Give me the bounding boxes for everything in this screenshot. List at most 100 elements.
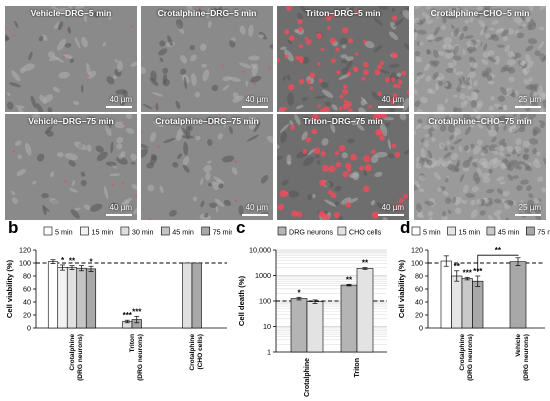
micrograph-title: Crotalphine–DRG–75 min [155, 116, 259, 126]
legend-swatch [277, 226, 287, 236]
significance-bracket [477, 254, 519, 272]
micrograph-panel: Crotalphine–DRG–75 min 40 µm [141, 114, 273, 220]
chart-c: DRG neurons CHO cells 1 10 100 1000 10,000 Cell… [237, 226, 387, 397]
legend-item: 15 min [80, 226, 114, 236]
legend-label: 45 min [172, 227, 194, 236]
panel-label-b: b [8, 218, 19, 237]
bar [57, 267, 68, 329]
bar [182, 262, 193, 329]
bar [47, 261, 59, 329]
bar [306, 301, 324, 353]
legend-swatch [526, 226, 535, 236]
x-category-label: Triton [354, 358, 361, 377]
legend-item: 75 min [201, 226, 232, 236]
micrograph-image [277, 114, 409, 220]
significance-label: *** [463, 268, 473, 277]
y-tick-label: 120 [411, 246, 423, 255]
legend-item: 15 min [447, 226, 480, 236]
legend-item: CHO cells [337, 226, 382, 236]
x-category-label: Crotalphine(CHO cells) [189, 334, 204, 371]
significance-label: ** [495, 246, 502, 255]
micrograph-image [414, 114, 546, 220]
bar [461, 278, 473, 329]
x-category-line: (DRG neurons) [77, 334, 84, 381]
y-tick-label: 100 [19, 259, 31, 268]
micrograph-image [141, 6, 273, 112]
legend-label: 45 min [498, 227, 520, 236]
y-tick-label: 0 [419, 324, 423, 333]
y-tick-label: 80 [415, 272, 423, 281]
y-axis-label: Cell viability (%) [5, 259, 14, 318]
y-tick-label: 100 [259, 297, 271, 306]
y-tick-label: 10,000 [249, 246, 271, 255]
y-tick-label: 80 [23, 272, 31, 281]
y-tick-label: 120 [19, 246, 31, 255]
significance-label: ** [362, 259, 369, 268]
chart-d: 5 min 15 min 45 min 75 min 0 20 40 60 80 100 120 Ce… [397, 226, 550, 381]
scale-bar-label: 40 µm [245, 95, 268, 104]
micrograph-panel: Vehicle–DRG–75 min 40 µm [5, 114, 137, 220]
legend-label: 5 min [423, 227, 441, 236]
micrograph-image [141, 114, 273, 220]
legend-swatch [161, 226, 170, 236]
legend-label: 75 min [213, 227, 232, 236]
x-category-line: Triton [129, 334, 136, 352]
micrograph-panel: Triton–DRG–75 min 40 µm [277, 114, 409, 220]
legend-item: 75 min [526, 226, 550, 236]
scale-bar-label: 25 µm [518, 95, 541, 104]
x-category-label: Crotalphine(DRG neurons) [459, 334, 474, 381]
x-category-line: (DRG neurons) [467, 334, 474, 381]
scale-bar [106, 214, 132, 216]
legend-swatch [201, 226, 210, 236]
legend-label: 30 min [132, 227, 154, 236]
significance-label: * [89, 257, 93, 266]
scale-bar [106, 106, 132, 108]
y-tick-label: 10 [263, 322, 271, 331]
bar [85, 268, 97, 329]
chart-b: 5 min 15 min 30 min 45 min 75 min 0 20 40 60 80 10… [5, 226, 232, 381]
legend-swatch [337, 226, 347, 236]
micrograph-title: Crotalphine–CHO–75 min [428, 116, 532, 126]
micrograph-panel: Crotalphine–DRG–5 min 40 µm [141, 6, 273, 112]
scale-bar [378, 106, 404, 108]
significance-label: * [297, 288, 301, 297]
micrograph-title: Triton–DRG–75 min [303, 116, 383, 126]
y-axis-label: Cell viability (%) [397, 259, 406, 318]
x-category-line: Crotalphine [69, 334, 76, 371]
micrograph-panel: Crotalphine–CHO–75 min 25 µm [414, 114, 546, 220]
legend-item: 30 min [120, 226, 154, 236]
x-category-line: (DRG neurons) [523, 334, 530, 381]
x-category-label: Crotalphine(DRG neurons) [69, 334, 84, 381]
legend-item: 45 min [161, 226, 194, 236]
significance-label: *** [123, 311, 133, 320]
x-category-label: Vehicle(DRG neurons) [515, 334, 530, 381]
panel-label-c: c [236, 218, 246, 237]
x-category-line: (DRG neurons) [137, 334, 144, 381]
micrograph-image [414, 6, 546, 112]
bar [191, 262, 202, 329]
scale-bar [515, 214, 541, 216]
significance-label: *** [132, 307, 142, 316]
scale-bar-label: 40 µm [245, 203, 268, 212]
micrograph-image [5, 114, 137, 220]
legend-label: 75 min [537, 227, 550, 236]
significance-label: ** [454, 262, 461, 271]
x-category-label: Triton(DRG neurons) [129, 334, 144, 381]
significance-label: * [61, 256, 65, 265]
legend-swatch [80, 226, 89, 236]
scale-bar-label: 40 µm [109, 203, 132, 212]
bar [509, 261, 527, 329]
micrograph-panel: Crotalphine–CHO–5 min 25 µm [414, 6, 546, 112]
legend-label: DRG neurons [289, 227, 333, 236]
bar [451, 275, 463, 329]
significance-label: *** [473, 267, 483, 276]
legend-label: 15 min [92, 227, 114, 236]
significance-label: ** [69, 257, 76, 266]
x-category-line: (CHO cells) [197, 334, 204, 370]
y-tick-label: 60 [23, 285, 31, 294]
micrograph-panel: Triton–DRG–5 min 40 µm [277, 6, 409, 112]
y-tick-label: 20 [415, 311, 423, 320]
bar [66, 267, 78, 329]
micrograph-image [277, 6, 409, 112]
legend-item: 5 min [411, 226, 441, 236]
